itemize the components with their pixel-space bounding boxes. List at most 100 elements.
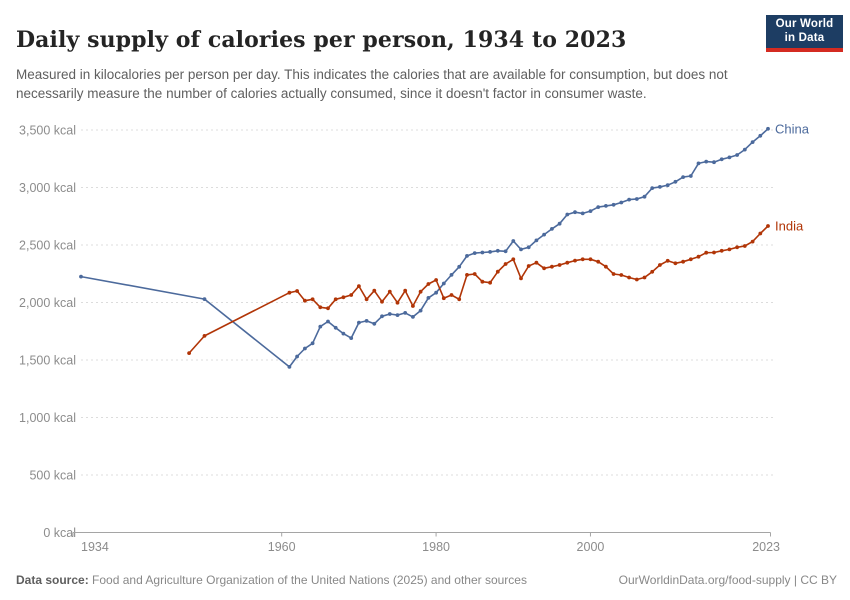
data-point-marker <box>688 174 693 178</box>
data-point-marker <box>441 296 446 301</box>
x-axis-tick-label: 1980 <box>422 540 450 554</box>
data-point-marker <box>318 324 323 329</box>
data-point-marker <box>495 248 500 253</box>
data-point-marker <box>480 250 485 255</box>
data-point-marker <box>750 140 755 145</box>
data-point-marker <box>696 161 701 166</box>
owid-logo-line2: in Data <box>784 31 825 44</box>
y-axis-tick-label: 2,000 kcal <box>19 296 76 310</box>
data-point-marker <box>742 147 747 152</box>
data-point-marker <box>565 260 570 265</box>
data-point-marker <box>580 211 585 216</box>
data-point-marker <box>79 274 83 279</box>
series-markers-india <box>187 224 770 355</box>
data-source-note: Data source: Food and Agriculture Organi… <box>16 573 527 587</box>
data-point-marker <box>712 250 716 255</box>
data-point-marker <box>318 305 323 310</box>
data-point-marker <box>465 273 469 277</box>
data-point-marker <box>557 263 562 267</box>
data-point-marker <box>604 204 608 208</box>
owid-logo-line1: Our World <box>775 18 834 30</box>
owid-logo[interactable]: Our World in Data <box>766 15 843 52</box>
data-point-marker <box>303 298 307 303</box>
data-point-marker <box>542 232 546 237</box>
data-point-marker <box>349 336 354 340</box>
data-point-marker <box>287 290 292 295</box>
data-point-marker <box>503 262 508 266</box>
data-point-marker <box>704 250 709 255</box>
data-point-marker <box>766 224 770 228</box>
x-axis-tick-label: 2000 <box>577 540 605 554</box>
data-point-marker <box>704 159 709 164</box>
x-axis-tick-label: 2023 <box>752 540 780 554</box>
data-point-marker <box>465 254 469 258</box>
data-point-marker <box>449 273 454 277</box>
data-point-marker <box>627 197 631 202</box>
credit-link[interactable]: OurWorldinData.org/food-supply | CC BY <box>618 573 837 587</box>
data-point-marker <box>658 185 662 189</box>
data-point-marker <box>403 311 408 315</box>
data-point-marker <box>588 209 593 214</box>
data-point-marker <box>696 254 701 259</box>
data-point-marker <box>673 179 678 184</box>
data-point-marker <box>665 258 670 263</box>
series-label-india[interactable]: India <box>775 219 804 234</box>
data-point-marker <box>387 312 392 316</box>
data-point-marker <box>735 245 739 250</box>
data-point-marker <box>526 264 531 268</box>
data-point-marker <box>758 133 763 138</box>
data-point-marker <box>411 304 415 308</box>
data-point-marker <box>681 259 685 264</box>
data-point-marker <box>364 297 369 302</box>
data-point-marker <box>619 200 624 205</box>
y-axis-tick-label: 2,500 kcal <box>19 238 76 252</box>
data-point-marker <box>665 183 670 188</box>
y-axis-tick-label: 3,500 kcal <box>19 123 76 137</box>
data-point-marker <box>619 273 624 277</box>
data-point-marker <box>303 346 307 351</box>
data-point-marker <box>550 264 554 269</box>
data-point-marker <box>449 293 454 297</box>
data-point-marker <box>526 245 531 250</box>
series-label-china[interactable]: China <box>775 121 810 136</box>
data-point-marker <box>434 278 438 282</box>
data-point-marker <box>434 290 438 295</box>
page-title: Daily supply of calories per person, 193… <box>16 26 627 53</box>
data-point-marker <box>712 160 716 165</box>
data-point-marker <box>480 279 485 284</box>
data-point-marker <box>519 276 523 281</box>
data-point-marker <box>395 300 400 305</box>
data-point-marker <box>650 269 655 274</box>
data-point-marker <box>441 281 446 286</box>
data-point-marker <box>380 299 384 304</box>
data-point-marker <box>534 238 539 243</box>
data-point-marker <box>534 260 539 265</box>
data-point-marker <box>611 272 616 276</box>
data-point-marker <box>727 155 732 160</box>
y-axis-tick-label: 1,000 kcal <box>19 411 76 425</box>
data-point-marker <box>287 365 292 369</box>
data-point-marker <box>719 248 724 253</box>
data-point-marker <box>750 239 755 244</box>
data-point-marker <box>295 354 299 359</box>
data-point-marker <box>519 247 523 252</box>
data-point-marker <box>387 289 392 294</box>
data-point-marker <box>202 297 207 301</box>
chart-footer: Data source: Food and Agriculture Organi… <box>16 573 837 587</box>
x-axis-tick-label: 1934 <box>81 540 109 554</box>
data-point-marker <box>364 319 369 323</box>
data-point-marker <box>758 231 763 236</box>
data-point-marker <box>349 293 354 297</box>
data-point-marker <box>627 275 631 280</box>
data-point-marker <box>418 308 423 313</box>
data-point-marker <box>642 194 647 199</box>
data-point-marker <box>472 251 477 256</box>
series-line-china[interactable] <box>80 128 769 368</box>
data-point-marker <box>542 266 546 271</box>
data-point-marker <box>634 277 639 282</box>
data-point-marker <box>742 244 747 248</box>
y-axis-tick-label: 500 kcal <box>29 468 76 482</box>
data-point-marker <box>573 258 577 263</box>
